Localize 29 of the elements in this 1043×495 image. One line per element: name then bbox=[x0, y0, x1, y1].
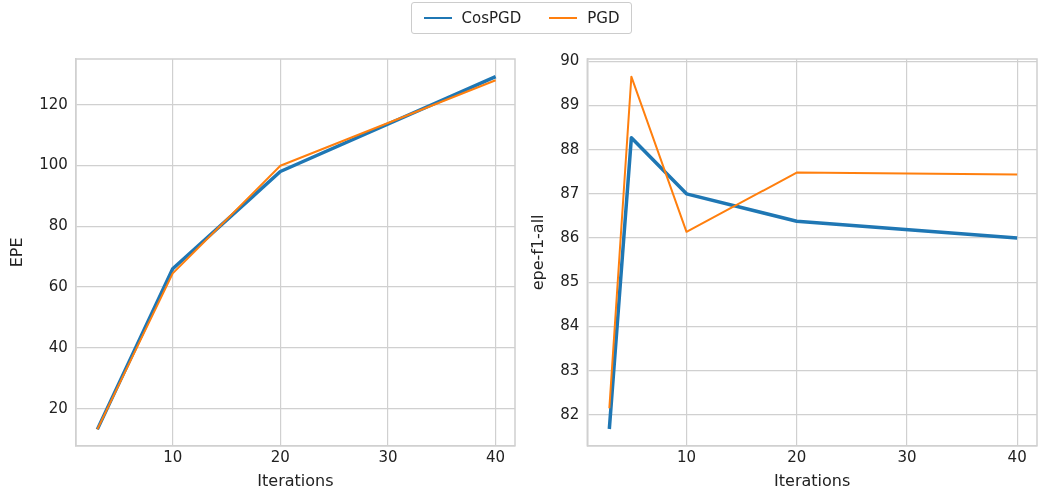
y-axis-title: EPE bbox=[6, 237, 26, 268]
y-tick-label: 60 bbox=[48, 276, 68, 295]
y-axis-title: epe-f1-all bbox=[527, 214, 547, 291]
y-tick-label: 20 bbox=[48, 398, 68, 417]
y-tick-label: 80 bbox=[48, 216, 68, 235]
x-tick-label: 10 bbox=[676, 447, 697, 466]
y-tick-label: 90 bbox=[560, 51, 580, 70]
y-tick-label: 87 bbox=[560, 183, 580, 202]
x-tick-label: 40 bbox=[1007, 447, 1027, 466]
x-tick-label: 20 bbox=[270, 447, 290, 466]
y-tick-label: 120 bbox=[39, 94, 68, 113]
y-tick-label: 100 bbox=[39, 155, 68, 174]
x-tick-label: 20 bbox=[787, 447, 807, 466]
y-tick-label: 83 bbox=[560, 360, 580, 379]
y-tick-label: 84 bbox=[560, 316, 580, 335]
x-tick-label: 10 bbox=[163, 447, 183, 466]
x-tick-label: 30 bbox=[897, 447, 917, 466]
y-tick-label: 85 bbox=[560, 272, 580, 291]
y-tick-label: 82 bbox=[560, 404, 580, 423]
legend-label: CosPGD bbox=[461, 9, 522, 27]
y-tick-label: 86 bbox=[560, 227, 580, 246]
y-tick-label: 89 bbox=[560, 95, 580, 114]
x-tick-label: 40 bbox=[486, 447, 506, 466]
legend-label: PGD bbox=[587, 9, 620, 27]
x-tick-label: 30 bbox=[378, 447, 398, 466]
x-axis-title: Iterations bbox=[257, 470, 334, 490]
y-tick-label: 40 bbox=[48, 337, 68, 356]
x-axis-title: Iterations bbox=[774, 470, 851, 490]
y-tick-label: 88 bbox=[560, 139, 580, 158]
